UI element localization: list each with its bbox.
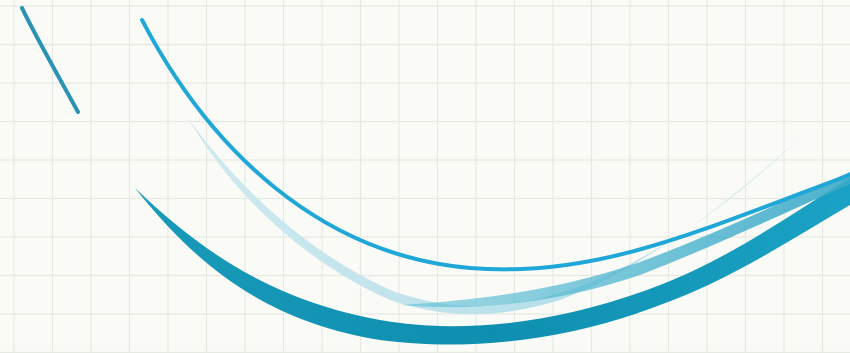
light-sweep-stroke	[188, 118, 800, 315]
thin-arc-stroke	[140, 18, 850, 272]
short-diagonal-stroke	[20, 6, 80, 114]
